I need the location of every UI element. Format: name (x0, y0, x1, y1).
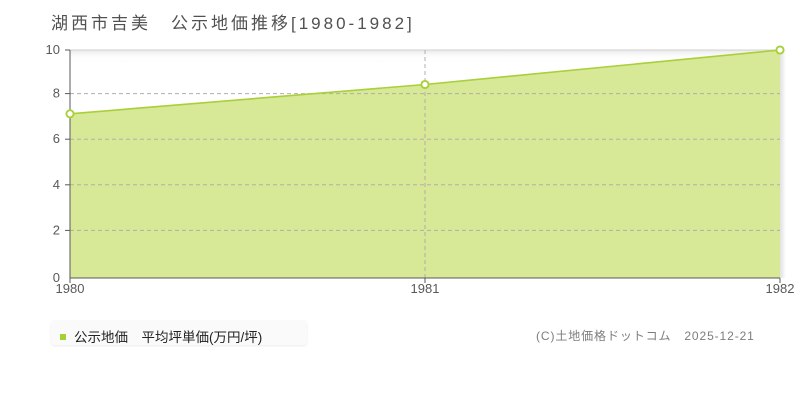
svg-text:8: 8 (53, 86, 60, 101)
svg-text:2: 2 (53, 222, 60, 237)
svg-text:1980: 1980 (56, 281, 85, 296)
svg-text:1981: 1981 (411, 281, 440, 296)
svg-text:10: 10 (46, 42, 60, 57)
svg-text:4: 4 (53, 177, 60, 192)
svg-text:1982: 1982 (766, 281, 795, 296)
svg-text:6: 6 (53, 131, 60, 146)
